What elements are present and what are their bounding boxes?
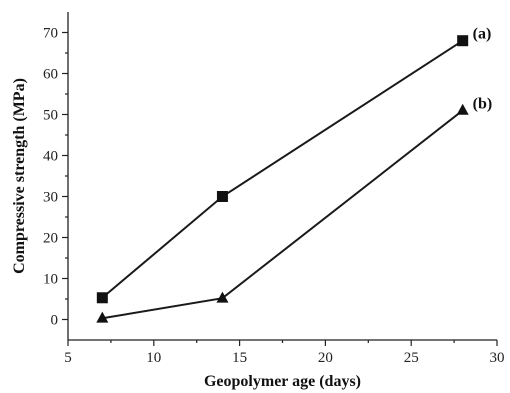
data-point-triangle [96,311,109,323]
series-label: (b) [473,95,493,112]
y-tick-label: 30 [43,190,58,206]
y-axis-label: Compressive strength (MPa) [11,78,28,274]
data-point-triangle [216,291,229,303]
x-tick-label: 5 [64,350,72,366]
x-axis-label: Geopolymer age (days) [204,373,361,390]
x-tick-label: 30 [490,350,505,366]
y-tick-label: 70 [43,26,58,42]
y-tick-label: 50 [43,108,58,124]
y-tick-label: 40 [43,149,58,165]
y-tick-label: 20 [43,231,58,247]
series-b: (b) [96,95,493,323]
series-a: (a) [96,26,492,304]
data-point-square [216,191,228,202]
series-label: (a) [473,26,492,43]
y-tick-label: 10 [43,272,58,288]
x-tick-label: 10 [146,350,161,366]
y-tick-label: 60 [43,67,58,83]
series-line [102,109,464,320]
series-layer: (a) (b) [96,26,492,323]
data-point-square [457,35,469,47]
data-point-square [96,292,108,304]
x-tick-label: 20 [318,350,333,366]
series-line [101,39,464,299]
data-point-triangle [456,103,469,115]
x-tick-label: 25 [404,350,419,366]
axes: 5 10 15 20 25 30 0 10 20 30 40 50 60 70 [43,12,505,366]
y-tick-label: 0 [51,313,59,329]
x-tick-label: 15 [232,350,247,366]
